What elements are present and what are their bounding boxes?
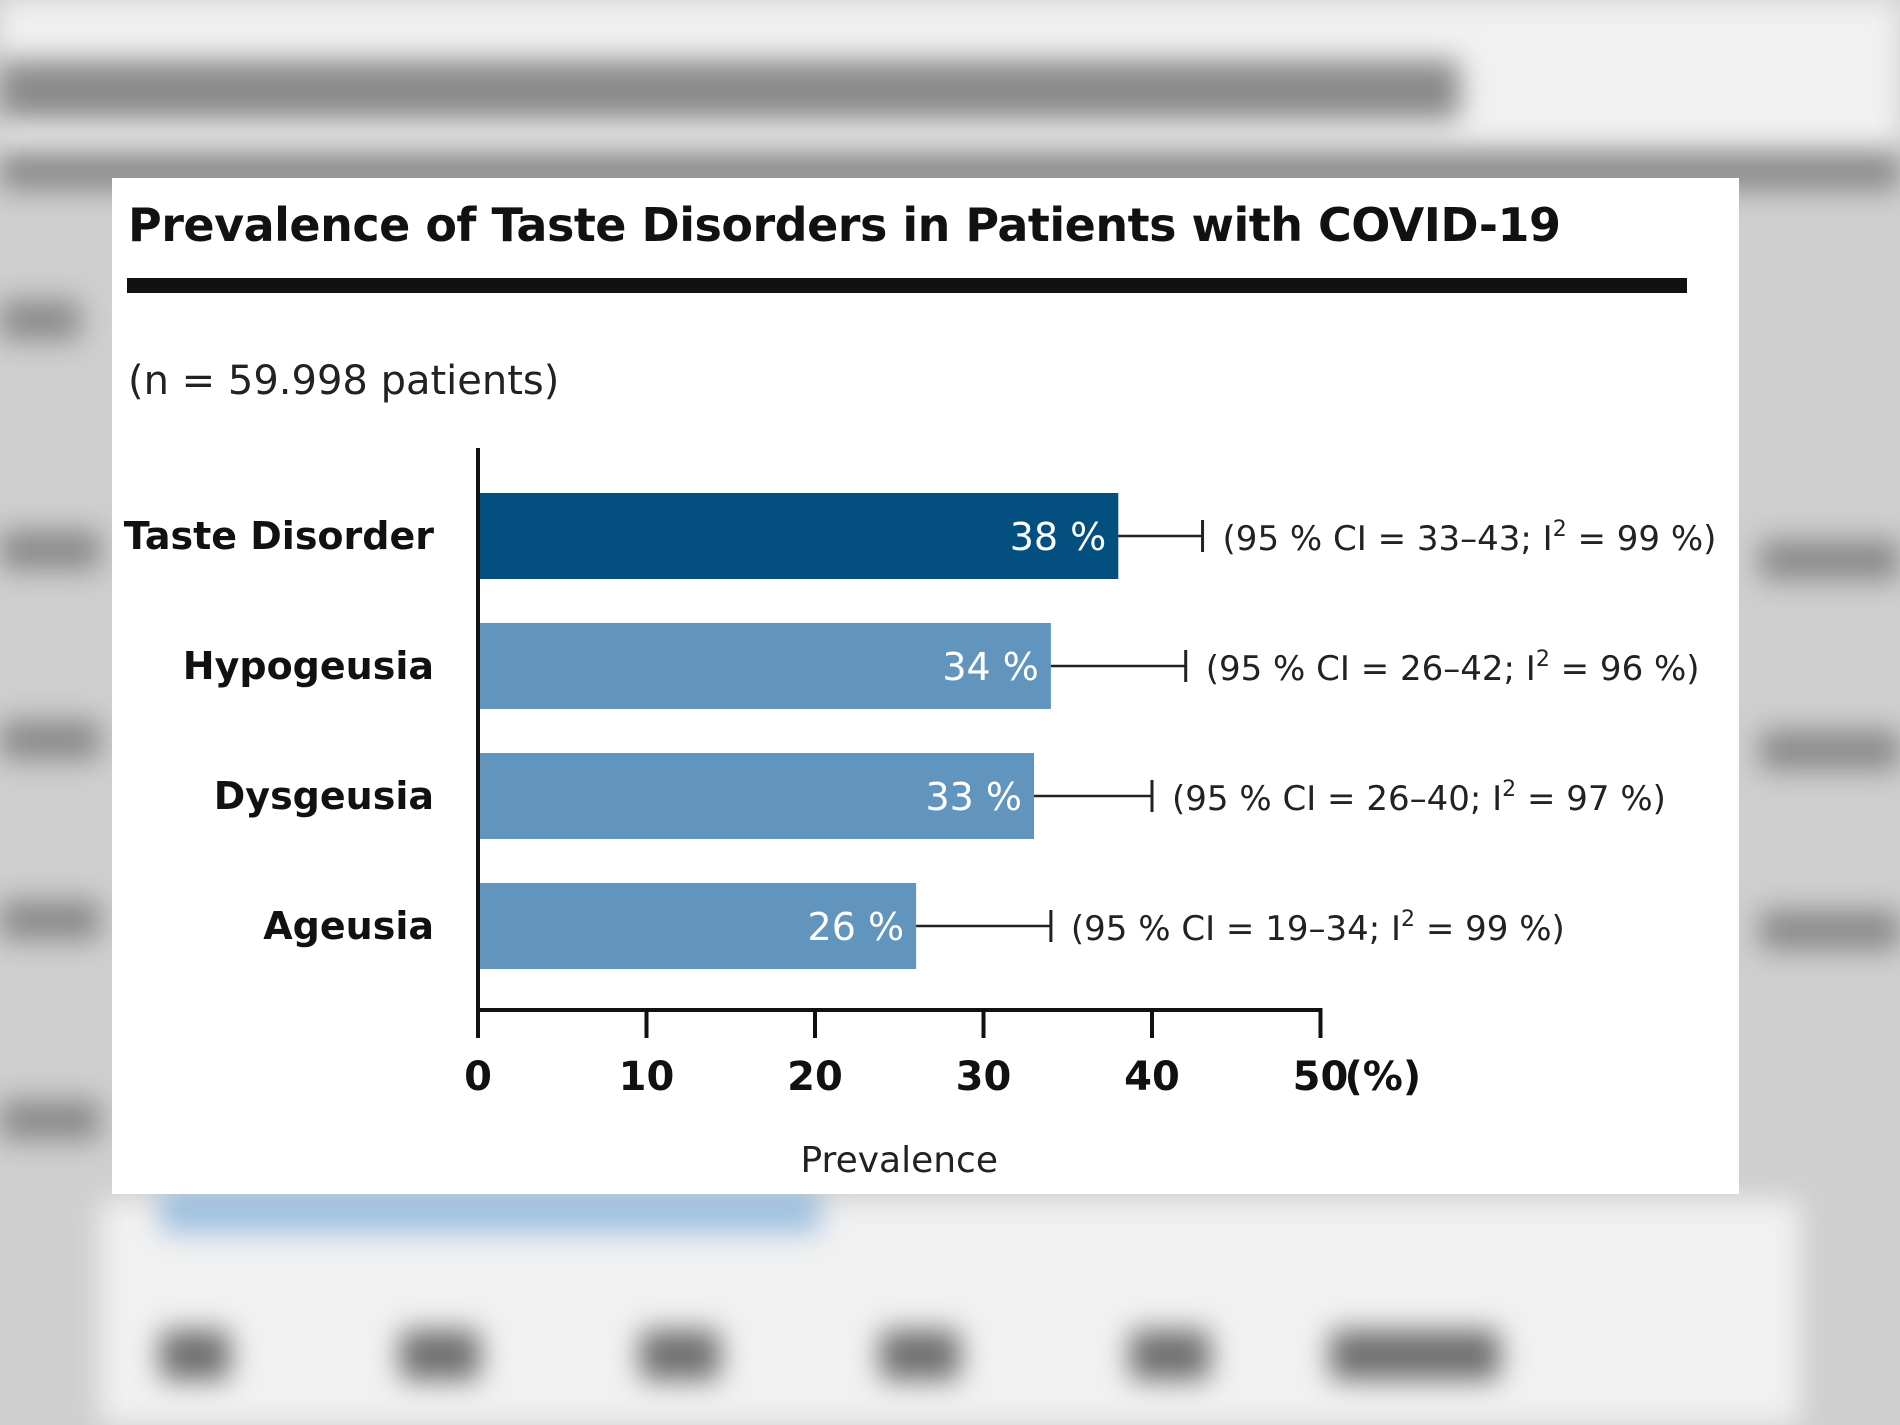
ci-annotation-text: = 97 %) [1516,779,1666,819]
ci-annotation-superscript: 2 [1502,777,1516,802]
ci-annotation-text: = 99 %) [1567,519,1717,559]
chart-title: Prevalence of Taste Disorders in Patient… [128,198,1561,252]
bar [480,623,1051,709]
bar-chart: 0 10 20 30 40 50(%) Prevalence Taste Disorder 38… [124,448,1717,1181]
category-label: Hypogeusia [183,644,434,688]
ci-annotation-text: (95 % CI = 26–42; I [1206,649,1536,689]
ci-annotation-text: (95 % CI = 26–40; I [1172,779,1502,819]
ci-annotation-text: (95 % CI = 33–43; I [1223,519,1553,559]
bar-value-label: 33 % [926,775,1023,819]
category-label: Dysgeusia [214,774,434,818]
ci-annotation-superscript: 2 [1536,647,1550,672]
bar [480,883,917,969]
x-tick-label: 30 [956,1054,1012,1100]
ci-annotation: (95 % CI = 19–34; I2 = 99 %) [1071,907,1565,949]
category-label: Taste Disorder [124,514,434,558]
x-unit-label: (%) [1345,1054,1422,1100]
bar-value-label: 34 % [942,645,1039,689]
x-tick-label: 50 [1293,1054,1349,1100]
ci-annotation: (95 % CI = 26–42; I2 = 96 %) [1206,647,1700,689]
ci-annotation: (95 % CI = 33–43; I2 = 99 %) [1223,517,1717,559]
ci-annotation-text: (95 % CI = 19–34; I [1071,909,1401,949]
sample-size-note: (n = 59.998 patients) [128,358,560,404]
bar [480,493,1119,579]
bar-value-label: 26 % [808,905,905,949]
ci-annotation-text: = 99 %) [1415,909,1565,949]
x-tick-label: 40 [1124,1054,1180,1100]
x-axis-title: Prevalence [800,1140,998,1181]
chart-card: Prevalence of Taste Disorders in Patient… [112,178,1739,1194]
ci-annotation-superscript: 2 [1401,907,1415,932]
x-tick-label: 10 [619,1054,675,1100]
category-label: Ageusia [263,904,434,948]
x-tick-label: 0 [464,1054,492,1100]
ci-annotation: (95 % CI = 26–40; I2 = 97 %) [1172,777,1666,819]
ci-annotation-text: = 96 %) [1550,649,1700,689]
title-rule [127,278,1687,293]
bar-value-label: 38 % [1010,515,1107,559]
x-tick-label: 20 [787,1054,843,1100]
ci-annotation-superscript: 2 [1553,517,1567,542]
bar [480,753,1035,839]
